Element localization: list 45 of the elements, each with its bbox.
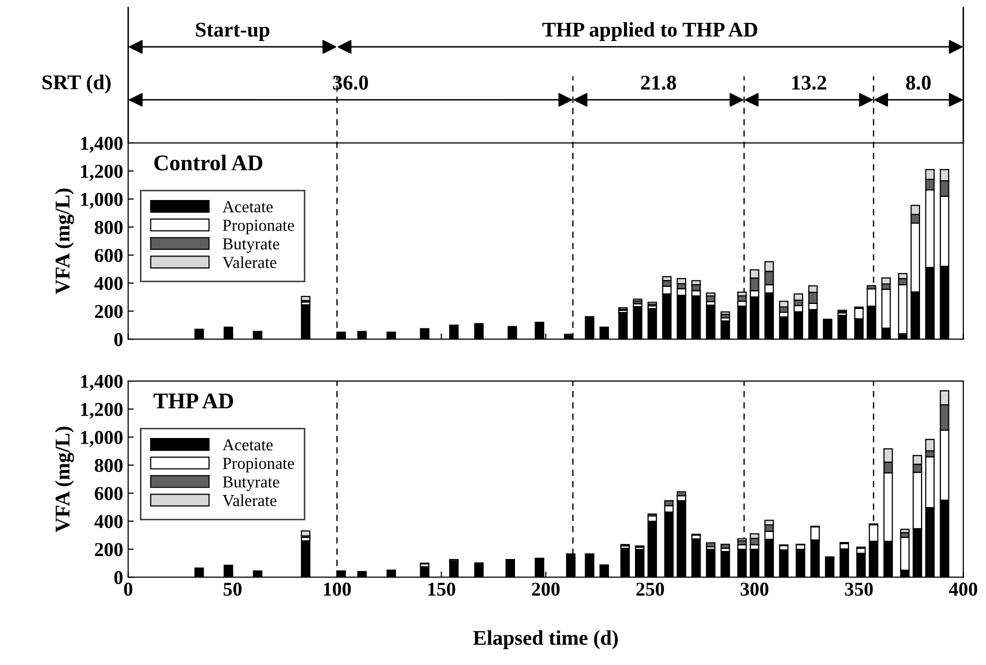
- x-tick-label: 250: [636, 582, 664, 596]
- x-tick-label: 50: [224, 582, 242, 596]
- y-tick-label: 1,000: [81, 430, 123, 447]
- y-axis-title: VFA (mg/L): [54, 188, 74, 294]
- y-tick-label: 600: [94, 248, 123, 262]
- y-tick-label: 800: [94, 220, 123, 234]
- y-tick-label: 1,200: [81, 164, 123, 181]
- x-tick-label: 350: [845, 582, 873, 596]
- y-axis-title: VFA (mg/L): [54, 426, 74, 532]
- chart-title: Control AD: [154, 154, 262, 170]
- x-axis-title: Elapsed time (d): [473, 630, 618, 650]
- x-tick-label: 0: [124, 582, 132, 596]
- y-tick-label: 200: [94, 304, 123, 318]
- y-tick-label: 1,000: [81, 192, 123, 209]
- x-tick-label: 200: [532, 582, 560, 596]
- text: THP applied to THP AD: [542, 22, 758, 41]
- legend-label: Propionate: [222, 220, 294, 234]
- x-tick-label: 300: [740, 582, 768, 596]
- y-tick-label: 400: [94, 514, 123, 528]
- x-tick-label: 100: [324, 582, 351, 596]
- legend-label: Butyrate: [222, 238, 280, 253]
- x-tick-label: 150: [428, 582, 456, 596]
- y-tick-label: 1,200: [81, 402, 123, 419]
- y-tick-label: 0: [114, 571, 123, 584]
- legend-label: Acetate: [222, 439, 273, 450]
- legend-label: Valerate: [222, 256, 276, 268]
- legend-label: Valerate: [222, 494, 276, 506]
- y-tick-label: 600: [94, 486, 123, 500]
- text: 36.0: [333, 76, 368, 90]
- chart-title: THP AD: [154, 394, 234, 408]
- y-tick-label: 1,400: [81, 374, 123, 391]
- text: SRT (d): [42, 74, 111, 94]
- y-tick-label: 200: [94, 543, 123, 556]
- legend-label: Butyrate: [222, 476, 280, 491]
- text: 13.2: [792, 76, 826, 90]
- text: 8.0: [906, 76, 931, 90]
- text: Start-up: [196, 22, 270, 41]
- text: 21.8: [641, 76, 676, 90]
- y-tick-label: 800: [94, 458, 123, 472]
- legend-label: Acetate: [222, 201, 273, 212]
- x-tick-label: 400: [949, 582, 978, 596]
- y-tick-label: 0: [114, 332, 123, 346]
- y-tick-label: 1,400: [81, 136, 123, 153]
- legend-label: Propionate: [222, 458, 294, 472]
- y-tick-label: 400: [94, 276, 123, 290]
